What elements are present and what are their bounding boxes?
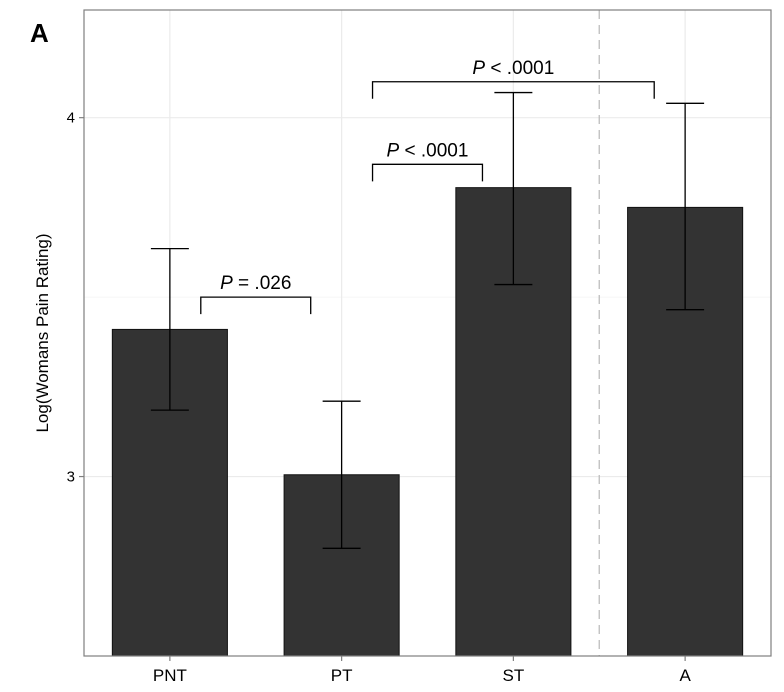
error-bar-pt	[322, 400, 361, 549]
p-value-text: < .0001	[399, 140, 468, 161]
x-tick-label-pt: PT	[331, 666, 353, 685]
y-axis-title: Log(Womans Pain Rating)	[33, 233, 52, 432]
bracket-label-1: P < .0001	[387, 140, 469, 161]
error-bar-a	[666, 102, 705, 311]
panel-letter: A	[30, 18, 49, 48]
p-value-text: < .0001	[485, 58, 554, 79]
error-bar-pnt	[150, 248, 189, 411]
x-tick-label-pnt: PNT	[153, 666, 187, 685]
p-symbol: P	[387, 140, 400, 161]
y-axis: 34	[67, 110, 84, 486]
p-symbol: P	[472, 58, 485, 79]
y-tick-label-0: 3	[67, 469, 75, 486]
significance-bracket-1: P < .0001	[371, 140, 484, 182]
x-axis: PNT PT ST A	[153, 656, 691, 685]
bracket-line-0	[200, 296, 312, 315]
bracket-label-0: P = .026	[220, 273, 291, 294]
bracket-line-1	[371, 163, 484, 182]
bars	[111, 187, 744, 657]
p-value-text: = .026	[233, 273, 292, 294]
x-tick-label-a: A	[679, 666, 691, 685]
error-bar-st	[494, 91, 533, 286]
bracket-line-2	[371, 81, 655, 99]
significance-bracket-2: P < .0001	[371, 58, 655, 99]
bracket-label-2: P < .0001	[472, 58, 554, 79]
error-bars	[150, 91, 705, 549]
y-tick-label-1: 4	[67, 110, 75, 127]
p-symbol: P	[220, 273, 233, 294]
x-tick-label-st: ST	[503, 666, 525, 685]
significance-bracket-0: P = .026	[200, 273, 312, 315]
plot-panel-border	[83, 9, 772, 657]
